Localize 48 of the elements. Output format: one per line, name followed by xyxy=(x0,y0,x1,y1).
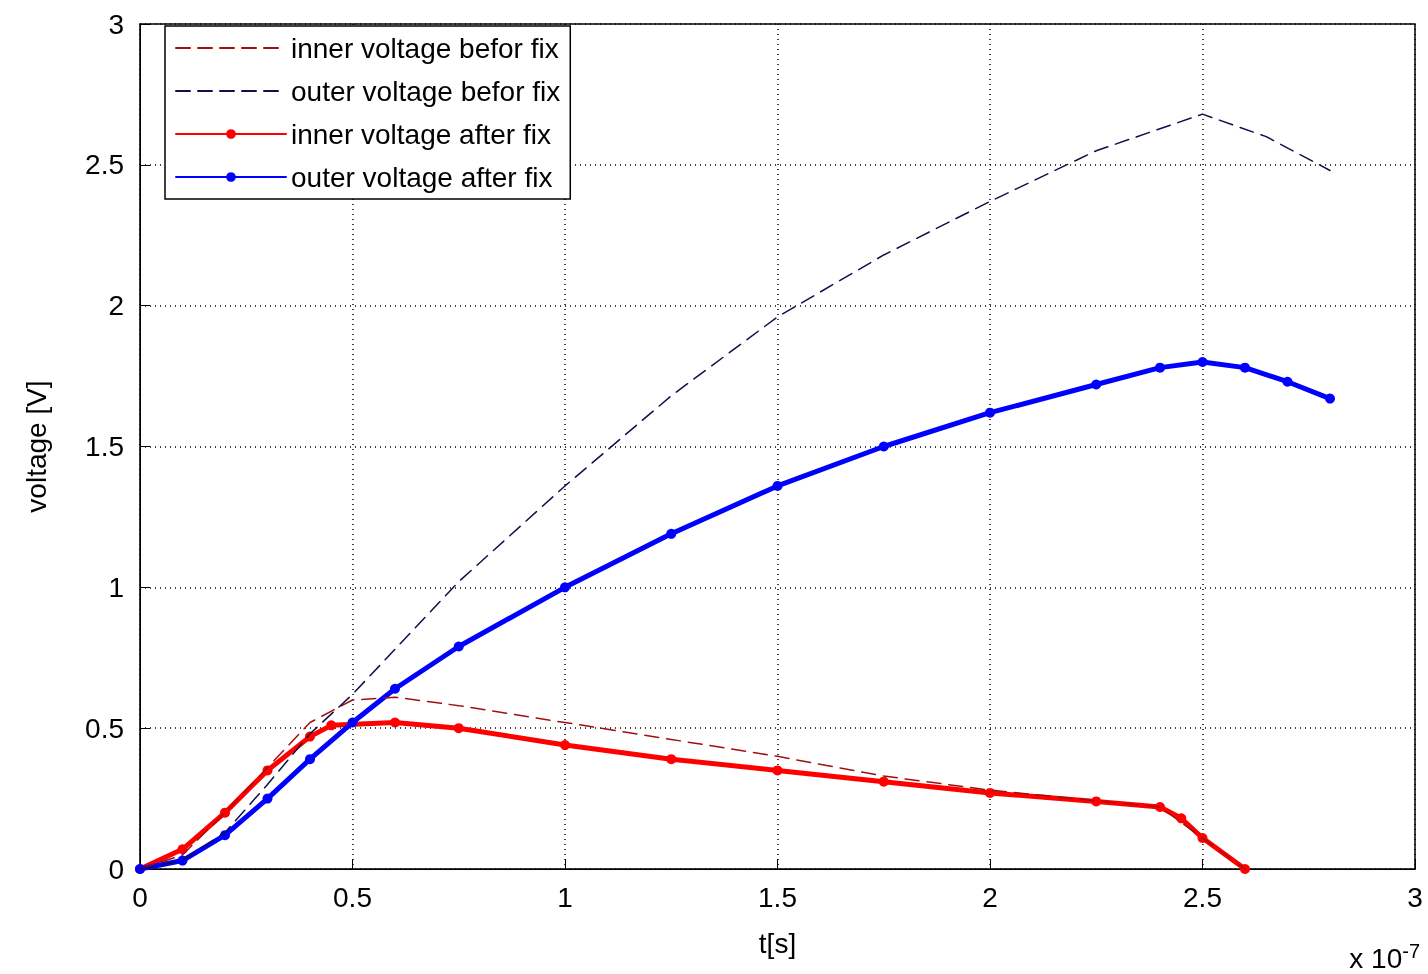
y-tick-label: 1.5 xyxy=(85,431,124,462)
point xyxy=(985,407,995,418)
point xyxy=(772,765,783,776)
point xyxy=(560,582,570,593)
point xyxy=(326,720,337,731)
point xyxy=(1176,813,1187,824)
point xyxy=(220,807,230,818)
y-tick-label: 3 xyxy=(108,8,124,40)
legend-label: outer voltage after fix xyxy=(291,161,553,193)
point xyxy=(305,754,315,765)
legend-label: inner voltage after fix xyxy=(291,118,551,150)
legend-label: outer voltage befor fix xyxy=(291,75,561,107)
point xyxy=(1155,362,1165,373)
x-tick-label: 3 xyxy=(1407,881,1423,913)
x-tick-label: 2 xyxy=(982,881,998,913)
point xyxy=(878,441,889,452)
x-tick-label: 1 xyxy=(557,881,573,913)
y-tick-label: 1 xyxy=(108,571,124,603)
point xyxy=(878,776,889,787)
x-tick-label: 2.5 xyxy=(1183,881,1222,913)
y-tick-label: 0.5 xyxy=(85,712,124,744)
point xyxy=(666,754,677,765)
point xyxy=(390,683,400,694)
point xyxy=(772,480,783,491)
point xyxy=(1091,796,1102,807)
x-axis-title: t[s] xyxy=(758,927,797,959)
point xyxy=(1240,864,1250,874)
x-tick-label: 0 xyxy=(132,881,148,913)
y-tick-label: 2 xyxy=(108,290,124,322)
x-tick-label: 1.5 xyxy=(758,881,797,913)
point xyxy=(666,528,677,539)
y-axis-title: voltage [V] xyxy=(20,380,52,513)
point xyxy=(262,793,273,804)
y-tick-label: 0 xyxy=(108,853,124,885)
point xyxy=(347,717,358,728)
point xyxy=(453,723,464,734)
point xyxy=(390,717,400,728)
point xyxy=(1282,376,1293,387)
x-tick-label: 0.5 xyxy=(333,881,372,913)
y-tick-label: 2.5 xyxy=(85,149,124,181)
point xyxy=(1325,393,1335,404)
point xyxy=(1197,357,1208,367)
point xyxy=(453,641,464,652)
point xyxy=(560,740,570,751)
point xyxy=(985,787,995,798)
legend-label: inner voltage befor fix xyxy=(291,32,559,64)
point xyxy=(1240,362,1250,373)
point xyxy=(1091,379,1102,390)
